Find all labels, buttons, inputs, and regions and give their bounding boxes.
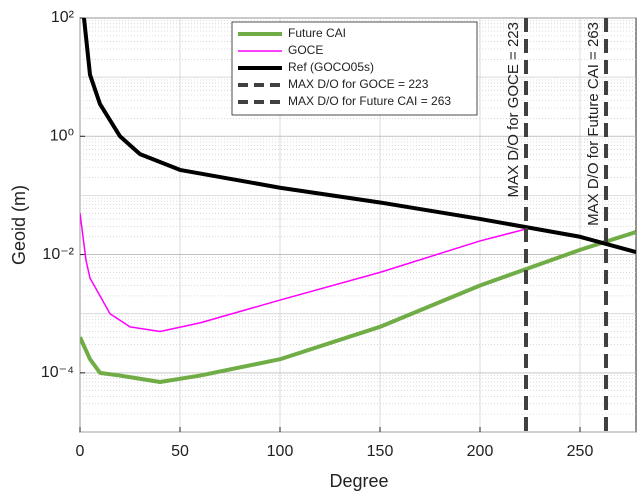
max-degree-annotation: MAX D/O for GOCE = 223 xyxy=(505,22,522,197)
x-tick-label: 200 xyxy=(467,443,494,460)
x-tick-label: 50 xyxy=(171,443,189,460)
legend-label: Ref (GOCO05s) xyxy=(288,60,374,74)
series-line xyxy=(80,213,527,333)
legend-label: MAX D/O for Future CAI = 263 xyxy=(288,94,451,108)
x-axis-title: Degree xyxy=(329,471,388,491)
y-axis-title: Geoid (m) xyxy=(9,185,29,265)
y-tick-label: 10⁰ xyxy=(50,128,74,145)
y-tick-label: 10⁻² xyxy=(42,246,74,263)
y-tick-label: 10² xyxy=(51,9,75,26)
x-tick-label: 150 xyxy=(367,443,394,460)
legend-label: Future CAI xyxy=(288,26,346,40)
series-line xyxy=(80,230,636,385)
y-tick-label: 10⁻⁴ xyxy=(41,364,74,381)
legend-label: GOCE xyxy=(288,43,323,57)
x-tick-label: 100 xyxy=(267,443,294,460)
x-tick-label: 0 xyxy=(76,443,85,460)
legend-label: MAX D/O for GOCE = 223 xyxy=(288,77,429,91)
max-degree-annotation: MAX D/O for Future CAI = 263 xyxy=(585,22,602,226)
x-tick-label: 250 xyxy=(567,443,594,460)
series-line xyxy=(82,18,636,255)
